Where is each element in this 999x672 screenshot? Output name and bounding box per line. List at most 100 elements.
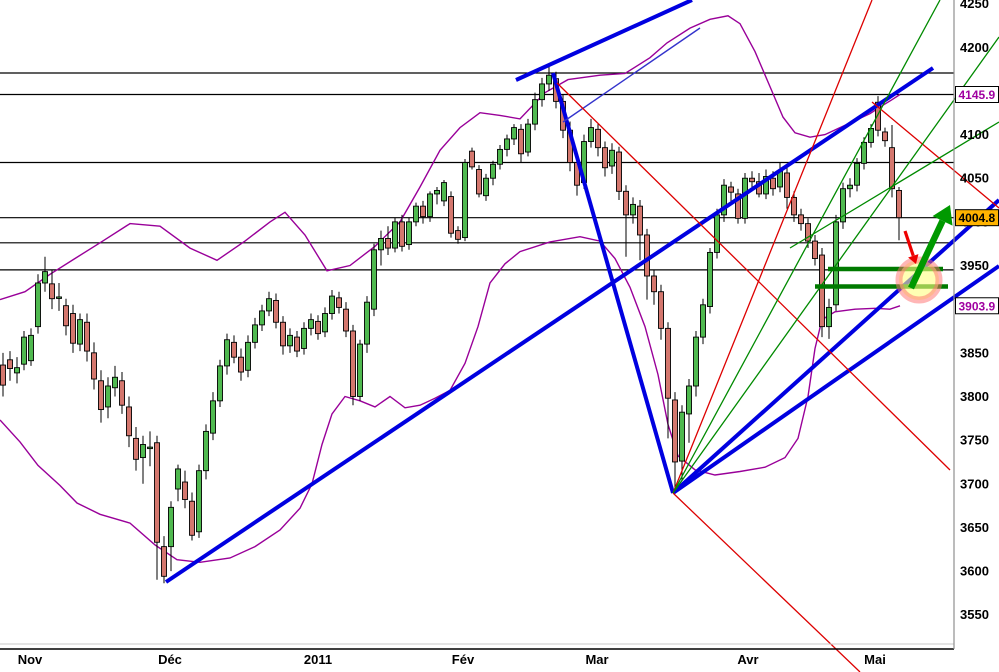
candle-down (91, 352, 97, 380)
candle-down (616, 151, 622, 192)
y-tick-label: 4050 (960, 171, 989, 186)
candle-up (427, 193, 433, 218)
mar-channel-upper-blue (671, 198, 999, 495)
green-shallow (789, 121, 999, 249)
y-tick-label: 4100 (960, 127, 989, 142)
price-flags-layer: 4145.9 4004.8 3903.9 (955, 86, 999, 315)
candle-up (168, 506, 174, 548)
candle-up (630, 203, 636, 216)
candle-up (203, 430, 209, 472)
thin-blue-fan (562, 27, 701, 123)
candle-up (77, 319, 83, 345)
x-month-label: Avr (737, 652, 758, 667)
x-month-label: Mar (585, 652, 608, 667)
candle-down (420, 205, 426, 218)
candle-up (546, 74, 552, 85)
candle-up (28, 334, 34, 362)
green-arrow-shaft (908, 219, 946, 290)
candle-up (700, 304, 706, 338)
bollinger-lower-line (0, 235, 901, 564)
candle-up (861, 141, 867, 164)
candle-up (504, 138, 510, 150)
candle-down (791, 196, 797, 216)
candle-down (119, 380, 125, 406)
candle-down (161, 546, 167, 577)
candle-down (882, 131, 888, 142)
candle-up (364, 301, 370, 345)
bollinger-bands (0, 15, 901, 564)
primary-uptrend-blue (164, 66, 935, 584)
candle-up (721, 184, 727, 216)
candle-up (833, 221, 839, 306)
candle-up (329, 295, 335, 314)
candle-up (56, 296, 62, 299)
highlight-circle (895, 256, 943, 304)
red-channel-lower (672, 492, 861, 672)
candle-up (511, 127, 517, 140)
y-tick-label: 4200 (960, 40, 989, 55)
y-tick-label: 3800 (960, 389, 989, 404)
red-downtrend-from-may-peak (871, 101, 999, 209)
price-flag-text: 4145.9 (959, 88, 996, 102)
candle-down (315, 320, 321, 335)
candle-up (434, 189, 440, 195)
candle-up (266, 298, 272, 312)
candle-down (469, 150, 475, 168)
feb-mar-downtrend-blue (551, 72, 675, 494)
candle-down (49, 283, 55, 300)
y-tick-label: 4250 (960, 0, 989, 11)
candle-down (0, 364, 6, 386)
candle-up (112, 376, 118, 389)
candle-up (609, 149, 615, 167)
candle-up (245, 341, 251, 371)
candle-up (301, 327, 307, 349)
y-tick-label: 3600 (960, 564, 989, 579)
mar-channel-lower-blue (671, 264, 999, 495)
candle-up (140, 444, 146, 459)
candle-up (217, 365, 223, 402)
candle-down (133, 437, 139, 460)
candle-up (539, 83, 545, 101)
trendlines-layer (164, 0, 999, 672)
candle-up (693, 336, 699, 387)
candle-down (819, 254, 825, 328)
candle-down (7, 359, 13, 369)
candle-down (875, 101, 881, 131)
candle-down (84, 321, 90, 352)
candle-down (343, 308, 349, 332)
annotations-layer (895, 205, 953, 304)
candle-down (189, 500, 195, 536)
y-tick-label: 3650 (960, 520, 989, 535)
candle-down (770, 177, 776, 190)
green-fan (672, 36, 999, 494)
candle-down (658, 291, 664, 329)
candle-down (238, 356, 244, 373)
candle-down (126, 406, 132, 437)
candle-up (147, 446, 153, 450)
candle-up (35, 282, 41, 328)
candle-down (280, 321, 286, 347)
green-fan-steep (672, 0, 941, 494)
candle-up (763, 176, 769, 195)
y-tick-label: 3750 (960, 433, 989, 448)
red-arrow-shaft (903, 230, 915, 257)
candle-up (287, 334, 293, 347)
candle-down (455, 230, 461, 240)
candle-up (742, 177, 748, 219)
apex-ascending-blue (515, 0, 693, 82)
candle-down (672, 399, 678, 463)
candle-up (105, 385, 111, 408)
candle-down (749, 177, 755, 183)
y-tick-label: 3950 (960, 258, 989, 273)
x-month-label: Mai (864, 652, 886, 667)
candle-up (252, 324, 258, 343)
candle-up (224, 339, 230, 367)
red-arrow-head (908, 254, 919, 264)
y-tick-label: 3700 (960, 476, 989, 491)
candle-up (826, 306, 832, 328)
candle-up (840, 188, 846, 223)
candle-up (686, 385, 692, 415)
candle-up (413, 205, 419, 223)
